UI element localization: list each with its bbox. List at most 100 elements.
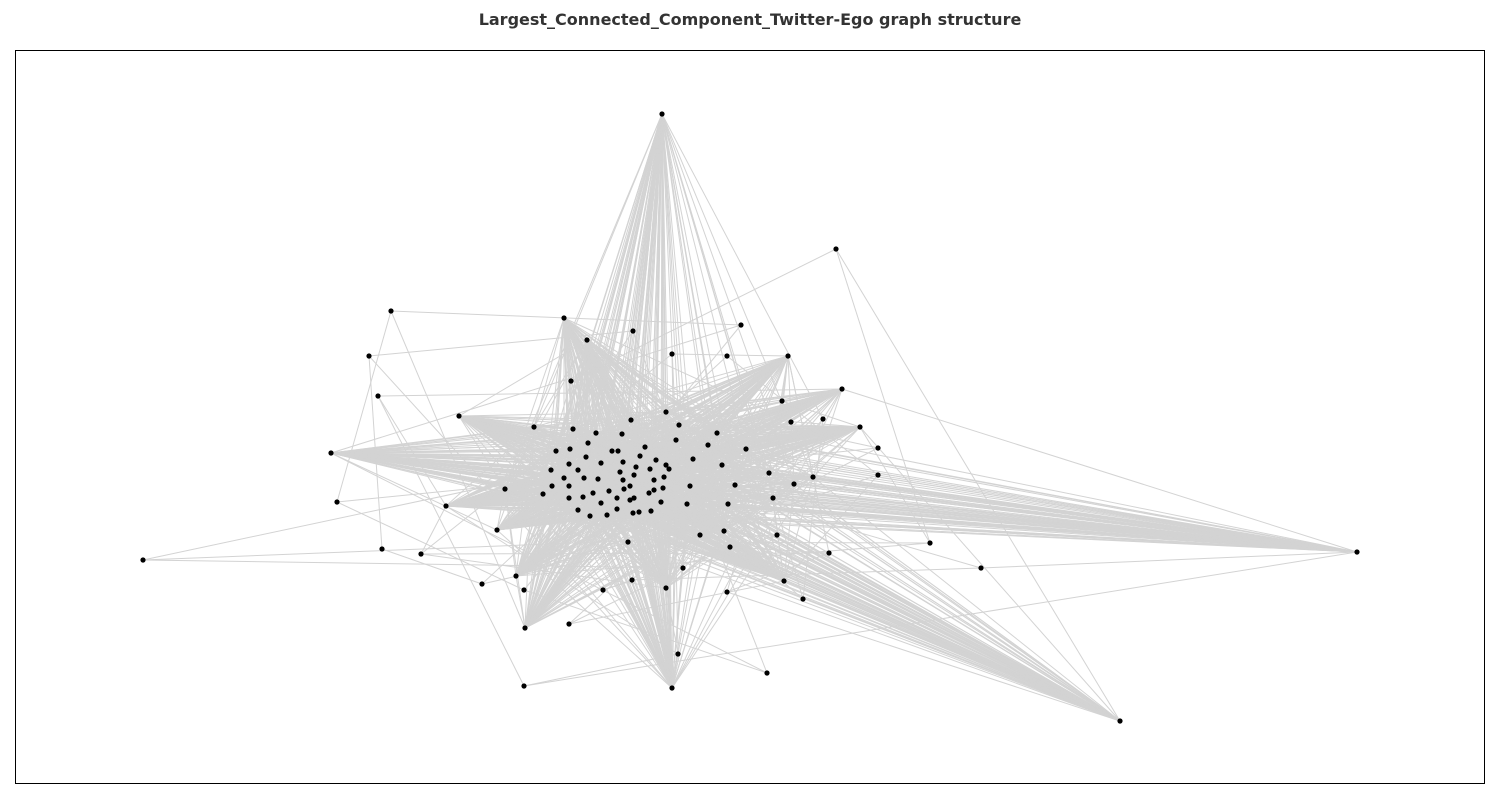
graph-edge (639, 455, 655, 491)
graph-edge (568, 113, 663, 465)
graph-node (697, 532, 703, 538)
graph-edge (330, 452, 552, 471)
graph-node (614, 495, 620, 501)
graph-edge (458, 339, 588, 417)
graph-edge (587, 442, 1358, 553)
graph-edge (542, 113, 663, 495)
graph-edge (661, 113, 677, 441)
graph-node (628, 417, 634, 423)
graph-edge (595, 432, 1358, 553)
graph-edge (377, 395, 525, 687)
graph-edge (368, 355, 383, 550)
graph-edge (577, 503, 688, 511)
graph-edge (627, 541, 1121, 722)
graph-edge (661, 113, 747, 450)
graph-edge (568, 468, 651, 499)
graph-edge (563, 317, 792, 423)
graph-node (334, 499, 340, 505)
graph-edge (504, 463, 570, 490)
graph-node (1117, 718, 1123, 724)
graph-node (727, 544, 733, 550)
graph-node (140, 557, 146, 563)
graph-edge (330, 452, 506, 490)
graph-edge (496, 442, 589, 531)
graph-edge (665, 464, 729, 505)
graph-edge (445, 488, 506, 507)
graph-edge (445, 411, 667, 507)
graph-node (627, 483, 633, 489)
graph-edge (523, 653, 679, 687)
graph-edge (707, 444, 1121, 722)
graph-title: Largest_Connected_Component_Twitter-Ego … (478, 10, 1022, 29)
graph-edge (675, 439, 1121, 722)
graph-node (583, 454, 589, 460)
graph-node (663, 462, 669, 468)
graph-edge (563, 477, 725, 532)
graph-edge (390, 310, 526, 629)
graph-edge (381, 548, 483, 585)
graph-edge (542, 493, 1121, 722)
graph-edge (533, 426, 591, 517)
graph-edge (336, 501, 525, 591)
graph-edge (655, 459, 1121, 722)
graph-edge (668, 468, 774, 499)
graph-node (642, 444, 648, 450)
graph-node (800, 596, 806, 602)
graph-edge (649, 113, 663, 470)
graph-node (598, 460, 604, 466)
graph-node (826, 550, 832, 556)
graph-node (781, 578, 787, 584)
graph-node (820, 416, 826, 422)
graph-edge (602, 579, 633, 591)
graph-node (617, 469, 623, 475)
graph-edge (524, 493, 544, 629)
graph-node (585, 440, 591, 446)
graph-edge (504, 488, 526, 629)
graph-edge (420, 353, 673, 555)
graph-node (598, 500, 604, 506)
graph-node (614, 506, 620, 512)
graph-edge (542, 474, 635, 495)
graph-edge (568, 463, 621, 473)
graph-node (732, 482, 738, 488)
graph-edge (524, 485, 553, 629)
graph-edge (523, 589, 768, 674)
graph-edge (661, 113, 709, 446)
graph-node (479, 581, 485, 587)
graph-edge (617, 448, 747, 452)
graph-edge (551, 485, 667, 589)
graph-edge (336, 310, 392, 503)
graph-edge (330, 452, 498, 531)
graph-node (494, 527, 500, 533)
graph-node (549, 483, 555, 489)
graph-node (566, 483, 572, 489)
graph-node (810, 474, 816, 480)
graph-node (418, 551, 424, 557)
graph-edge (723, 530, 804, 600)
graph-edge (572, 355, 789, 430)
graph-node (568, 378, 574, 384)
graph-edge (633, 474, 1121, 722)
graph-node (714, 430, 720, 436)
graph-node (553, 448, 559, 454)
graph-edge (835, 248, 931, 544)
graph-edge (622, 113, 663, 463)
graph-edge (586, 339, 589, 444)
graph-edge (585, 456, 624, 463)
graph-node (658, 499, 664, 505)
graph-edge (458, 415, 680, 426)
graph-node (680, 565, 686, 571)
graph-node (774, 532, 780, 538)
graph-edge (142, 534, 778, 561)
graph-edge (671, 353, 789, 357)
graph-edge (589, 503, 729, 517)
graph-node (636, 509, 642, 515)
edge-layer (142, 113, 1358, 722)
graph-edge (772, 497, 1121, 722)
graph-node (651, 487, 657, 493)
graph-edge (542, 493, 667, 589)
graph-edge (633, 113, 663, 476)
graph-edge (336, 447, 879, 503)
graph-node (566, 621, 572, 627)
